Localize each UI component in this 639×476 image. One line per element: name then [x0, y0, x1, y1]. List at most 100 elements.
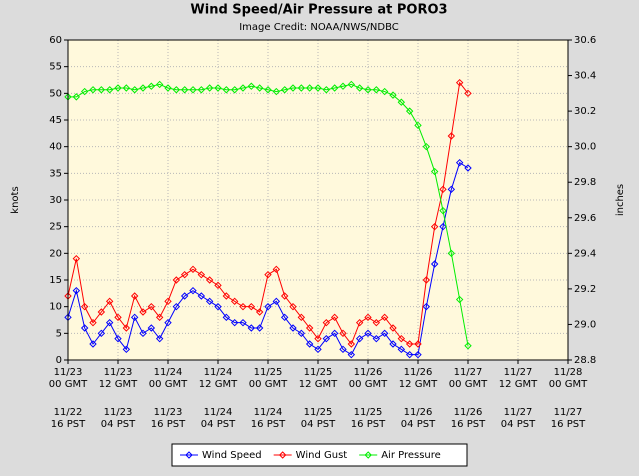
y2-tick-label: 30.6: [574, 35, 596, 46]
point: [297, 329, 306, 338]
point: [305, 84, 314, 92]
series-line: [68, 83, 469, 346]
point: [455, 295, 464, 304]
y-tick-label: 30: [49, 195, 62, 206]
y-tick-label: 60: [49, 35, 62, 46]
point: [397, 345, 406, 354]
legend-marker: [185, 451, 193, 459]
x-tick-label: 11/27 12 GMT: [499, 367, 538, 390]
point: [364, 86, 372, 94]
y-tick-label: 5: [56, 328, 62, 339]
point: [105, 318, 114, 327]
point: [414, 121, 422, 130]
point: [214, 84, 222, 92]
point: [314, 84, 322, 92]
point: [97, 86, 106, 94]
x-tick-label: 11/23 00 GMT: [49, 367, 88, 390]
point: [414, 350, 422, 359]
x-local-tick-label: 11/24 04 PST: [201, 407, 236, 430]
point: [80, 324, 89, 332]
x-local-tick-label: 11/23 04 PST: [101, 407, 136, 430]
point: [72, 286, 81, 295]
point: [422, 276, 431, 284]
point: [130, 86, 139, 94]
point: [389, 340, 397, 348]
point: [247, 82, 256, 90]
point: [305, 340, 314, 348]
legend-label: Air Pressure: [381, 450, 441, 461]
x-local-tick-label: 11/25 04 PST: [301, 407, 336, 430]
point: [180, 292, 189, 300]
point: [330, 84, 339, 92]
point: [72, 254, 81, 263]
y-tick-label: 35: [49, 168, 62, 179]
x-local-tick-label: 11/26 16 PST: [451, 407, 486, 430]
point: [389, 324, 397, 332]
point: [155, 334, 164, 343]
x-tick-label: 11/25 12 GMT: [299, 367, 338, 390]
point: [147, 82, 156, 90]
x-tick-label: 11/28 00 GMT: [549, 367, 588, 390]
point: [189, 265, 197, 274]
series-line: [67, 81, 469, 345]
point: [339, 345, 347, 354]
point: [272, 265, 281, 274]
point: [222, 313, 231, 322]
point: [222, 292, 231, 300]
point: [255, 324, 264, 332]
point: [280, 292, 289, 300]
x-tick-label: 11/25 00 GMT: [249, 367, 288, 390]
point: [330, 329, 339, 338]
point: [339, 329, 347, 338]
y-tick-label: 45: [49, 115, 62, 126]
point: [122, 324, 131, 332]
point: [264, 86, 272, 94]
point: [89, 318, 97, 327]
point: [230, 297, 239, 306]
point: [372, 334, 381, 343]
point: [439, 222, 447, 231]
point: [105, 297, 114, 306]
chart-subtitle: Image Credit: NOAA/NWS/NDBC: [239, 22, 399, 33]
y2-tick-label: 30.0: [574, 142, 596, 153]
point: [239, 318, 247, 327]
point: [189, 286, 197, 295]
x-tick-label: 11/23 12 GMT: [99, 367, 138, 390]
point: [355, 318, 364, 327]
point: [430, 260, 439, 268]
point: [464, 342, 472, 350]
x-tick-label: 11/27 00 GMT: [449, 367, 488, 390]
point: [197, 292, 206, 300]
y2-tick-label: 29.0: [574, 319, 596, 330]
point: [114, 334, 122, 343]
point: [297, 313, 306, 322]
point: [447, 185, 456, 194]
point: [89, 340, 97, 348]
legend-marker: [278, 451, 287, 459]
point: [222, 86, 231, 94]
point: [130, 313, 139, 322]
point: [422, 142, 431, 151]
point: [397, 334, 406, 343]
y-tick-label: 50: [49, 88, 62, 99]
point: [372, 86, 381, 94]
point: [439, 206, 447, 215]
point: [280, 86, 289, 94]
point: [147, 324, 156, 332]
point: [447, 132, 456, 140]
point: [214, 281, 222, 290]
point: [289, 324, 297, 332]
point: [289, 302, 297, 311]
y2-tick-label: 29.6: [574, 213, 596, 224]
point: [364, 313, 372, 322]
point: [389, 91, 397, 99]
point: [139, 329, 147, 338]
point: [155, 80, 164, 89]
y2-tick-label: 30.4: [574, 71, 596, 82]
y-tick-label: 40: [49, 142, 62, 153]
x-tick-label: 11/24 12 GMT: [199, 367, 238, 390]
point: [239, 84, 247, 92]
point: [405, 340, 414, 348]
x-local-tick-label: 11/25 16 PST: [351, 407, 386, 430]
y2-axis-label: inches: [615, 184, 626, 216]
